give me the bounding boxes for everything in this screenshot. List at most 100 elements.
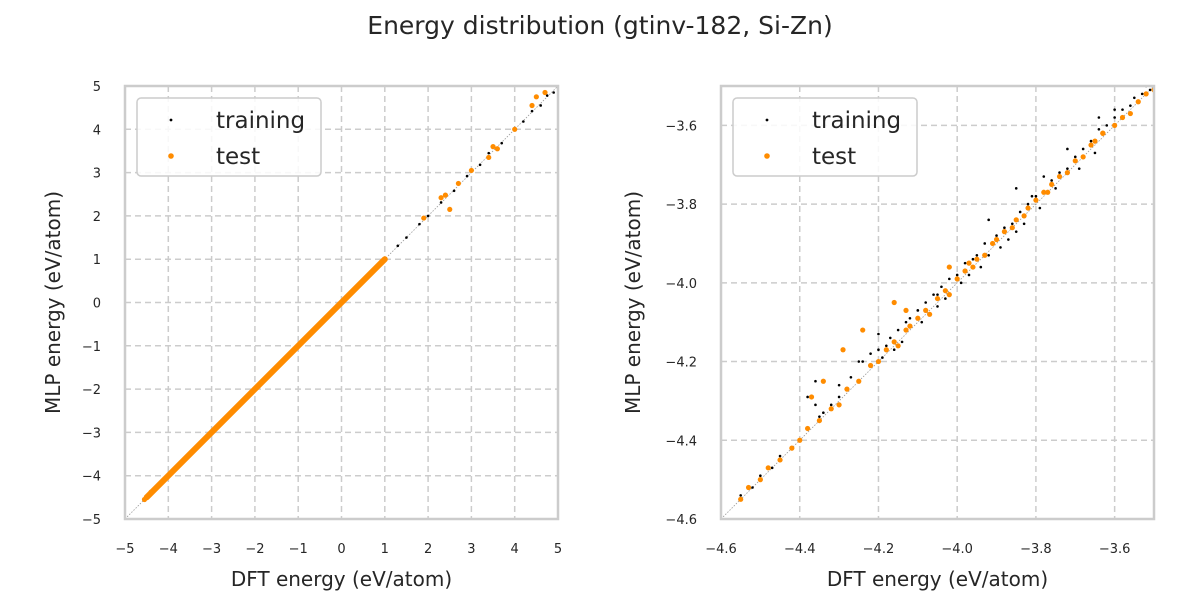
point-training [1010, 222, 1014, 226]
legend-marker-training [765, 118, 769, 122]
point-test [934, 295, 941, 302]
point-training [955, 273, 959, 277]
point-training [426, 214, 430, 218]
x-tick-label: −4.6 [705, 542, 737, 557]
point-training [806, 395, 809, 399]
y-tick-label: −4.0 [665, 277, 697, 292]
point-test [1092, 138, 1098, 144]
point-test [542, 89, 548, 96]
y-axis-label: MLP energy (eV/atom) [41, 191, 65, 414]
x-tick-label: 0 [337, 542, 345, 557]
point-test [907, 323, 913, 329]
point-training [975, 253, 979, 257]
point-test [1127, 110, 1133, 117]
point-training [1014, 187, 1018, 190]
y-tick-label: −4.6 [665, 513, 697, 528]
point-training [849, 375, 853, 379]
point-training [814, 379, 817, 383]
grid [721, 86, 1154, 519]
x-tick-label: −3 [202, 542, 221, 557]
x-tick-label: −4.2 [863, 542, 895, 557]
legend-marker-training [169, 118, 173, 122]
y-tick-label: −4.4 [665, 434, 697, 449]
point-test [789, 445, 795, 451]
point-training [1113, 108, 1116, 111]
y-tick-label: −3.8 [665, 198, 697, 213]
point-training [877, 348, 880, 352]
point-training [896, 328, 900, 332]
y-tick-label: −4.2 [665, 356, 697, 371]
point-training [837, 383, 841, 387]
point-training [1007, 238, 1010, 241]
axes-frame [123, 84, 560, 521]
legend: training test [136, 97, 322, 177]
point-test [993, 236, 1000, 243]
legend-box [136, 97, 322, 177]
point-test [1009, 225, 1015, 231]
point-training [881, 356, 884, 359]
point-test [982, 252, 988, 258]
y-tick-label: −5 [82, 513, 101, 528]
point-test [820, 378, 826, 384]
point-test [1088, 142, 1094, 148]
point-training [885, 344, 888, 348]
point-test [808, 394, 815, 400]
point-training [545, 94, 549, 97]
legend-marker-test [168, 153, 174, 159]
point-training [759, 474, 762, 478]
point-test [946, 292, 952, 298]
x-tick-label: −1 [289, 542, 308, 557]
figure-title: Energy distribution (gtinv-182, Si-Zn) [367, 11, 832, 40]
point-test [486, 154, 492, 161]
point-training [1050, 179, 1053, 182]
series-test [738, 87, 1154, 502]
point-test [1135, 99, 1141, 105]
point-training [1014, 230, 1018, 233]
series-training [739, 86, 1152, 497]
point-training [971, 257, 975, 261]
point-test [797, 437, 803, 443]
point-band-test [143, 256, 388, 501]
point-training [1073, 155, 1077, 159]
point-test [1100, 130, 1106, 136]
data-points [141, 89, 555, 503]
point-test [512, 126, 518, 132]
y-tick-label: −1 [82, 340, 101, 355]
point-test [840, 347, 846, 353]
x-tick-label: −4.0 [941, 542, 973, 557]
point-test [757, 477, 763, 483]
point-training [877, 332, 880, 336]
point-test [1056, 173, 1063, 180]
point-test [903, 307, 909, 313]
x-tick-label: −2 [245, 542, 264, 557]
point-training [822, 411, 825, 415]
y-tick-label: −3.6 [665, 119, 697, 134]
y-tick-label: 3 [93, 167, 101, 182]
point-test [816, 417, 823, 424]
point-test [946, 264, 952, 270]
point-training [1121, 108, 1124, 111]
chart-panel-full-range: −5 −4 −3 −2 −1 0 1 2 3 4 5 −5 −4 −3 −2 −1 0 1 2 3 4 5 DFT ener… [41, 80, 562, 591]
point-training [452, 189, 456, 193]
point-training [1026, 202, 1030, 206]
legend-marker-test [764, 153, 770, 159]
x-axis-label: DFT energy (eV/atom) [827, 567, 1048, 591]
series-test [141, 89, 548, 503]
chart-panel-zoomed: −4.6 −4.4 −4.2 −4.0 −3.8 −3.6 −4.6 −4.4 −4.2 −4.0… [621, 84, 1156, 591]
point-test [455, 180, 462, 187]
point-training [751, 486, 754, 489]
y-tick-label: −3 [82, 426, 101, 441]
point-training [861, 360, 865, 363]
point-training [963, 261, 967, 265]
point-training [944, 297, 947, 300]
point-test [962, 268, 968, 274]
x-tick-label: −5 [115, 542, 134, 557]
point-test [923, 307, 929, 313]
point-test [860, 327, 866, 333]
point-test [1049, 181, 1055, 188]
point-training [478, 163, 482, 167]
point-training [1081, 147, 1085, 151]
point-test [738, 496, 744, 502]
point-training [987, 253, 990, 257]
